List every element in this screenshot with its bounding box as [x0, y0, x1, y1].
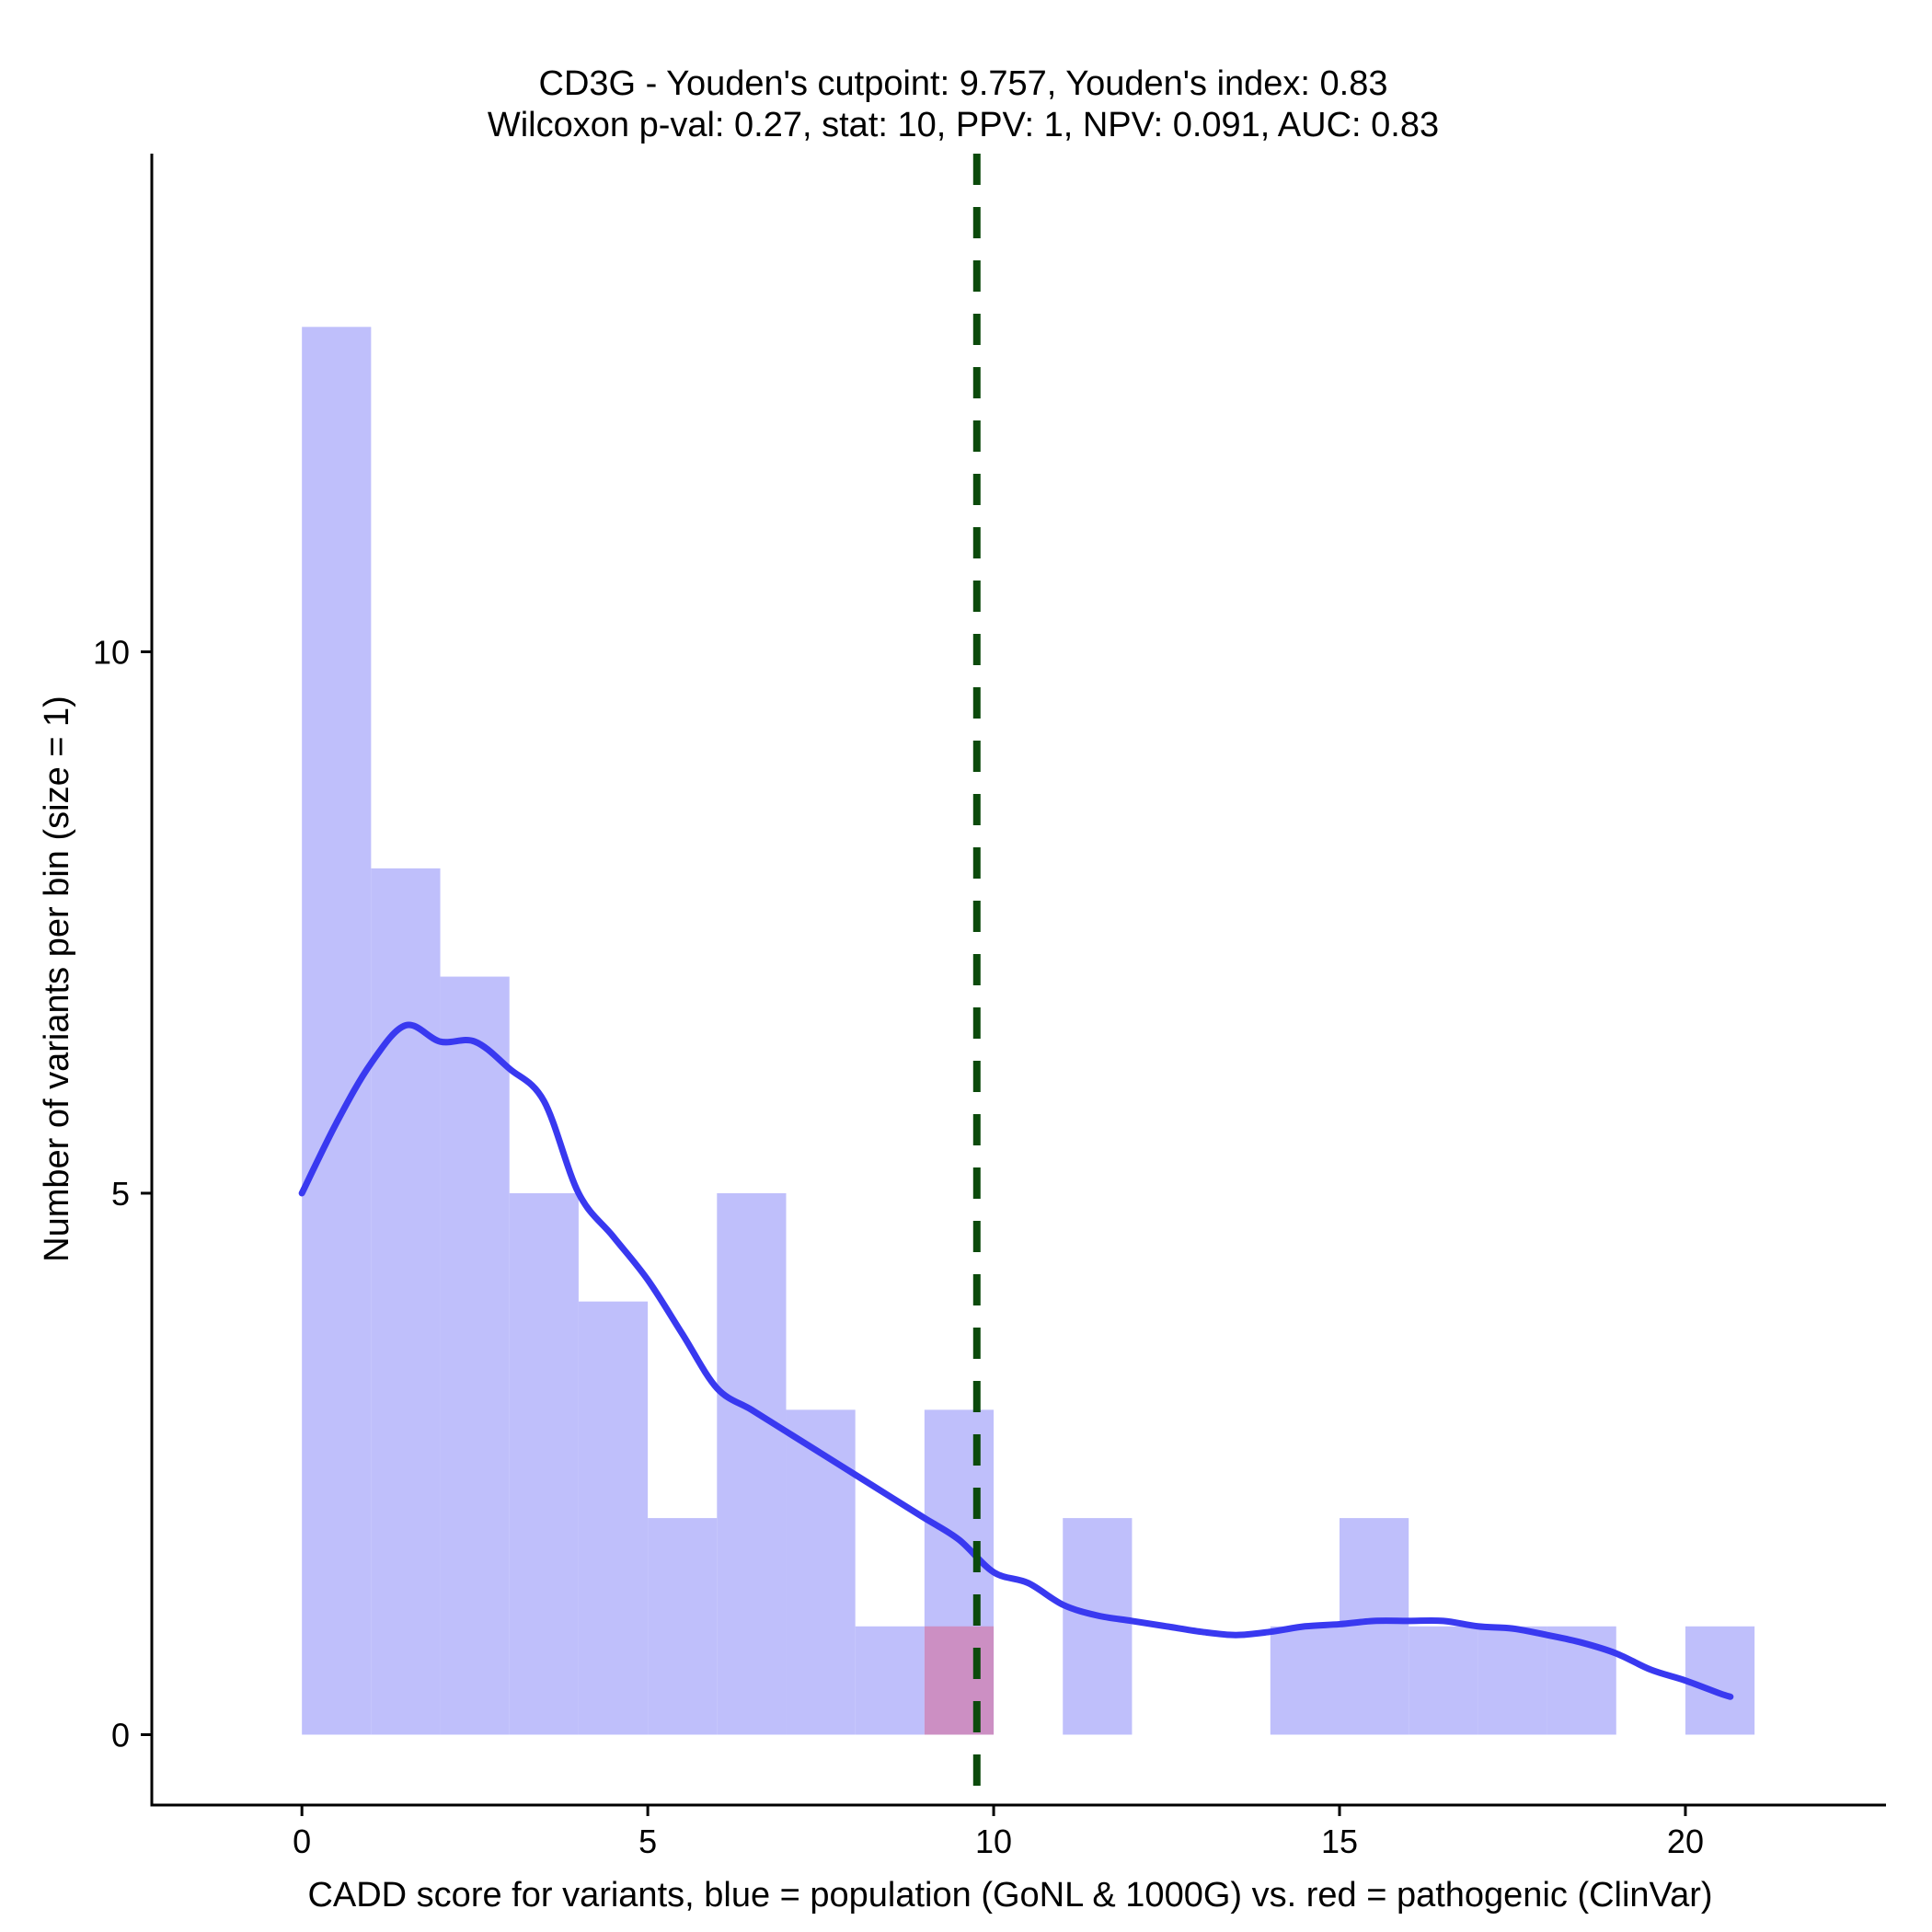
- population-bar-6: [717, 1192, 787, 1735]
- y-tick-label: 0: [111, 1716, 130, 1754]
- x-axis-label: CADD score for variants, blue = populati…: [307, 1876, 1712, 1915]
- population-bar-2: [440, 976, 510, 1735]
- x-tick-label: 5: [638, 1823, 657, 1860]
- y-tick-label: 5: [111, 1175, 130, 1213]
- pathogenic-bars: [924, 1626, 995, 1735]
- axes-layer: 0 5 10 15 20 0 5 10: [93, 154, 1886, 1860]
- chart-title: CD3G - Youden's cutpoint: 9.757, Youden'…: [539, 64, 1388, 103]
- population-bar-14: [1478, 1626, 1547, 1735]
- population-bar-0: [302, 327, 372, 1735]
- x-tick-label: 15: [1321, 1823, 1358, 1860]
- chart-subtitle: Wilcoxon p-val: 0.27, stat: 10, PPV: 1, …: [488, 106, 1439, 144]
- population-bar-10: [1063, 1518, 1133, 1735]
- pathogenic-bar-0: [924, 1626, 995, 1735]
- x-tick-label: 20: [1667, 1823, 1704, 1860]
- density-curve: [298, 1021, 1734, 1700]
- population-bar-3: [509, 1192, 579, 1735]
- population-bar-4: [578, 1301, 649, 1735]
- population-bar-12: [1340, 1518, 1409, 1735]
- x-tick-label: 10: [975, 1823, 1012, 1860]
- population-bar-16: [1685, 1626, 1755, 1735]
- population-bar-13: [1409, 1626, 1478, 1735]
- population-bars: [302, 327, 1755, 1735]
- population-bar-5: [648, 1518, 718, 1735]
- y-axis-label: Number of variants per bin (size = 1): [38, 696, 76, 1262]
- x-tick-label: 0: [293, 1823, 311, 1860]
- y-tick-label: 10: [93, 633, 130, 671]
- population-bar-7: [786, 1409, 856, 1735]
- population-bar-1: [371, 868, 441, 1735]
- population-bar-8: [855, 1626, 925, 1735]
- population-bar-11: [1270, 1626, 1340, 1735]
- density-layer: [298, 1021, 1734, 1700]
